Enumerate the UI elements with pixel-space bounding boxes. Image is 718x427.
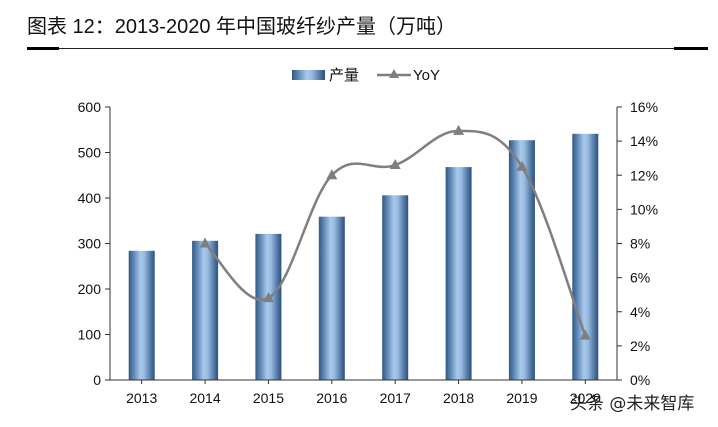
x-tick-label: 2017 [380,390,411,406]
x-tick-label: 2020 [570,390,601,406]
left-tick-label: 100 [78,327,102,343]
bar-2013 [128,250,155,380]
chart-title: 图表 12：2013-2020 年中国玻纤纱产量（万吨） [27,16,457,38]
right-tick-label: 8% [630,236,650,252]
left-tick-label: 400 [78,190,102,206]
triangle-marker-icon [579,329,591,340]
bar-2014 [192,240,219,380]
right-tick-label: 14% [630,133,658,149]
legend: 产量 YoY [292,67,440,84]
triangle-marker-icon [389,69,399,78]
bar-2020 [572,133,599,380]
bar-2016 [318,216,345,380]
right-tick-label: 0% [630,372,650,388]
legend-label-production: 产量 [329,67,359,84]
x-tick-label: 2018 [443,390,474,406]
left-tick-label: 500 [78,145,102,161]
triangle-marker-icon [326,169,338,180]
right-tick-label: 2% [630,338,650,354]
watermark: 头条 @未来智库 [570,394,694,414]
right-tick-label: 6% [630,270,650,286]
x-tick-label: 2014 [189,390,220,406]
triangle-marker-icon [516,160,528,171]
right-tick-label: 16% [630,99,658,115]
bar-2018 [445,167,472,380]
x-tick-label: 2013 [126,390,157,406]
triangle-marker-icon [389,159,401,170]
triangle-marker-icon [199,237,211,248]
bar-2019 [508,140,535,380]
plot-area: 0 100 200 300 400 500 600 0% 2% 4% 6% 8% 10% 12% 14% 16… [78,99,658,406]
title-divider [27,48,708,49]
left-tick-label: 200 [78,281,102,297]
title-divider-accent-right [674,47,708,50]
x-tick-label: 2015 [253,390,284,406]
left-tick-label: 0 [93,372,101,388]
right-tick-label: 12% [630,167,658,183]
bar-2017 [382,195,409,380]
left-tick-label: 600 [78,99,102,115]
left-tick-label: 300 [78,236,102,252]
legend-label-yoy: YoY [413,67,440,84]
right-tick-label: 10% [630,201,658,217]
right-tick-label: 4% [630,304,650,320]
x-tick-label: 2019 [506,390,537,406]
bar-2015 [255,233,282,380]
x-tick-label: 2016 [316,390,347,406]
legend-bar-swatch [292,70,325,80]
title-divider-accent-left [27,47,59,50]
triangle-marker-icon [453,124,465,135]
triangle-marker-icon [262,292,274,303]
